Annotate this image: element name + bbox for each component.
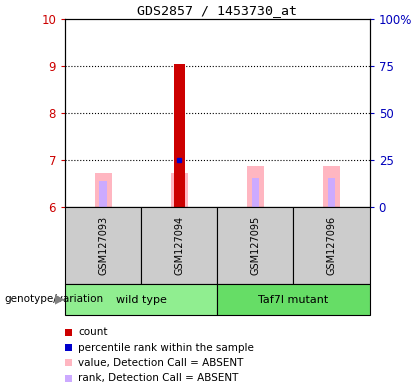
Text: Taf7l mutant: Taf7l mutant [258, 295, 328, 305]
Bar [171, 174, 188, 207]
Bar [218, 284, 370, 315]
Bar [95, 174, 112, 207]
Bar [173, 64, 185, 207]
Text: rank, Detection Call = ABSENT: rank, Detection Call = ABSENT [78, 373, 239, 383]
Text: wild type: wild type [116, 295, 167, 305]
Bar [65, 284, 218, 315]
Text: value, Detection Call = ABSENT: value, Detection Call = ABSENT [78, 358, 244, 368]
Text: ▶: ▶ [55, 292, 64, 305]
Bar [294, 207, 370, 284]
Text: GSM127093: GSM127093 [98, 216, 108, 275]
Text: GSM127094: GSM127094 [174, 216, 184, 275]
Bar [252, 178, 259, 207]
Bar [141, 207, 218, 284]
Bar [176, 182, 183, 207]
Bar [247, 166, 264, 207]
Text: genotype/variation: genotype/variation [4, 294, 103, 304]
Bar [65, 207, 141, 284]
Bar [100, 182, 107, 207]
Bar [218, 207, 294, 284]
Bar [323, 166, 340, 207]
Text: GSM127096: GSM127096 [326, 216, 336, 275]
Title: GDS2857 / 1453730_at: GDS2857 / 1453730_at [137, 3, 297, 17]
Text: count: count [78, 327, 108, 337]
Bar [328, 178, 335, 207]
Text: GSM127095: GSM127095 [250, 216, 260, 275]
Text: percentile rank within the sample: percentile rank within the sample [78, 343, 254, 353]
